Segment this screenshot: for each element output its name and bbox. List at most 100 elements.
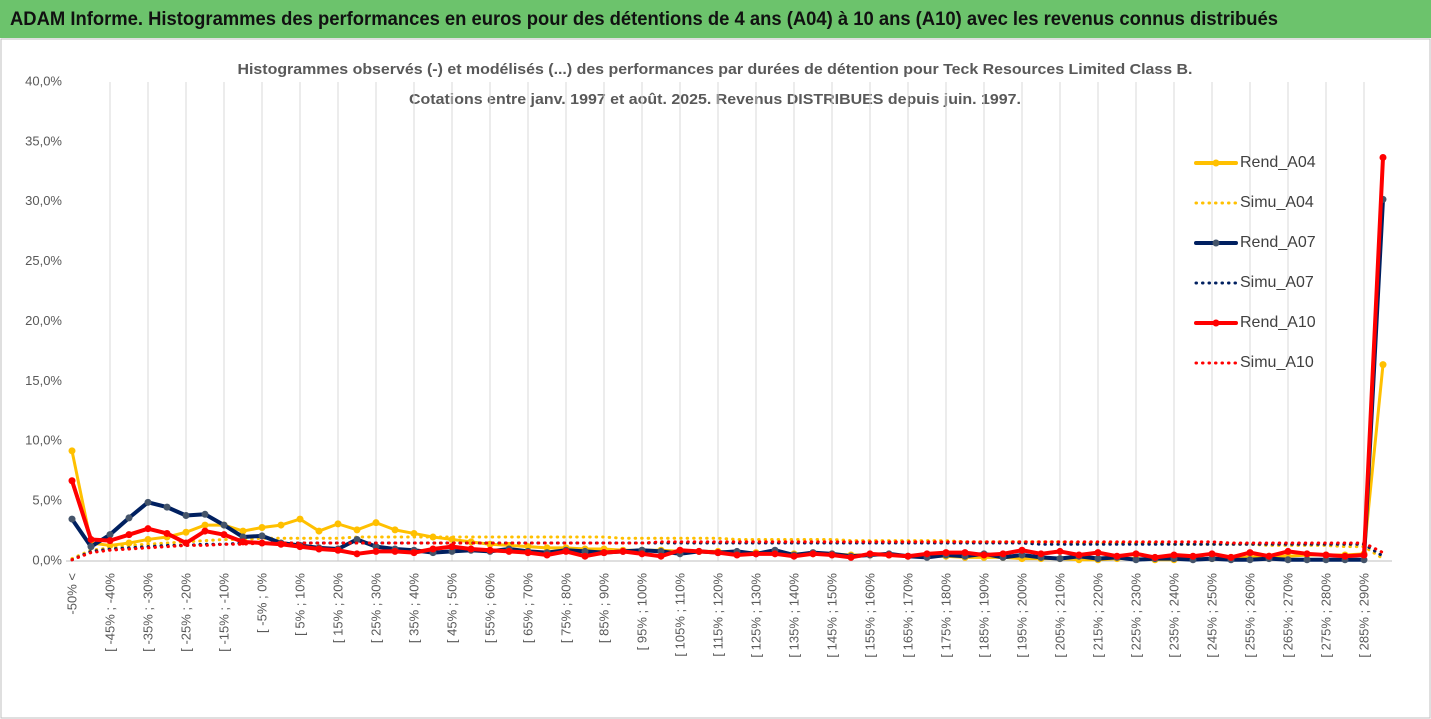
legend-marker [1212, 239, 1220, 247]
point [448, 547, 456, 555]
point [106, 531, 114, 539]
point [296, 543, 304, 551]
point [524, 549, 532, 557]
point [752, 550, 760, 558]
point [1113, 552, 1121, 560]
x-tick-label: [ 15% ; 20% [330, 573, 345, 644]
point [828, 551, 836, 559]
point [942, 549, 950, 557]
point [429, 545, 437, 553]
point [68, 515, 76, 523]
point [1379, 361, 1387, 369]
x-tick-label: [ 35% ; 40% [406, 573, 421, 644]
point [353, 526, 361, 534]
point [201, 510, 209, 518]
point [923, 550, 931, 558]
point [277, 521, 285, 529]
legend-label: Rend_A07 [1240, 234, 1316, 251]
legend-marker [1212, 159, 1220, 167]
x-tick-label: [ 175% ; 180% [938, 573, 953, 658]
point [562, 547, 570, 555]
point [1303, 550, 1311, 558]
point [600, 549, 608, 557]
point [1208, 550, 1216, 558]
x-tick-label: [ 205% ; 210% [1052, 573, 1067, 658]
x-tick-label: -50% < [64, 573, 79, 615]
series-line [70, 535, 1385, 561]
chart-frame [0, 38, 1431, 719]
point [201, 527, 209, 535]
point [1379, 153, 1387, 161]
point [163, 503, 171, 511]
point [676, 546, 684, 554]
point [315, 545, 323, 553]
point [1322, 551, 1330, 559]
y-tick-label: 0,0% [32, 552, 62, 567]
series-line [70, 540, 1385, 562]
x-tick-label: [ 25% ; 30% [368, 573, 383, 644]
x-tick-label: [ 185% ; 190% [976, 573, 991, 658]
point [771, 550, 779, 558]
point [1360, 556, 1368, 564]
point [220, 531, 228, 539]
x-tick-label: [ 75% ; 80% [558, 573, 573, 644]
point [733, 551, 741, 559]
x-tick-label: [ 135% ; 140% [786, 573, 801, 658]
point [1018, 551, 1026, 559]
point [999, 550, 1007, 558]
point [144, 525, 152, 533]
x-tick-label: [ 5% ; 10% [292, 573, 307, 636]
y-tick-label: 10,0% [25, 433, 62, 448]
legend-label: Rend_A10 [1240, 314, 1316, 331]
point [258, 523, 266, 531]
series-line [70, 155, 1385, 560]
point [239, 533, 247, 541]
y-tick-label: 30,0% [25, 193, 62, 208]
point [1341, 552, 1349, 560]
point [505, 547, 513, 555]
point [980, 551, 988, 559]
x-tick-label: [ 155% ; 160% [862, 573, 877, 658]
point [1246, 556, 1254, 564]
point [1227, 553, 1235, 561]
point [315, 527, 323, 535]
legend-label: Rend_A04 [1240, 154, 1316, 171]
point [866, 550, 874, 558]
point [657, 552, 665, 560]
x-tick-label: [ 165% ; 170% [900, 573, 915, 658]
point [1284, 547, 1292, 555]
x-tick-label: [ 225% ; 230% [1128, 573, 1143, 658]
point [961, 549, 969, 557]
y-tick-label: 40,0% [25, 73, 62, 88]
x-tick-label: [ 105% ; 110% [672, 573, 687, 657]
point [239, 527, 247, 535]
chart-title: Histogrammes observés (-) et modélisés (… [238, 61, 1193, 78]
legend-label: Simu_A04 [1240, 194, 1314, 211]
point [1265, 552, 1273, 560]
point [87, 543, 95, 551]
point [201, 521, 209, 529]
x-tick-label: [ 125% ; 130% [748, 573, 763, 658]
point [125, 514, 133, 522]
point [1132, 550, 1140, 558]
x-tick-label: [ 245% ; 250% [1204, 573, 1219, 658]
x-tick-label: [ 85% ; 90% [596, 573, 611, 644]
x-tick-label: [ -5% ; 0% [254, 573, 269, 633]
point [1094, 555, 1102, 563]
point [1246, 549, 1254, 557]
point [1360, 551, 1368, 559]
point [809, 550, 817, 558]
x-tick-label: [ -25% ; -20% [178, 573, 193, 652]
point [448, 543, 456, 551]
x-tick-label: [ 285% ; 290% [1356, 573, 1371, 658]
point [1151, 553, 1159, 561]
point [695, 547, 703, 555]
point [68, 477, 76, 485]
point [410, 529, 418, 537]
point [258, 532, 266, 540]
point [182, 528, 190, 536]
point [1056, 547, 1064, 555]
x-tick-label: [ 145% ; 150% [824, 573, 839, 658]
point [391, 547, 399, 555]
